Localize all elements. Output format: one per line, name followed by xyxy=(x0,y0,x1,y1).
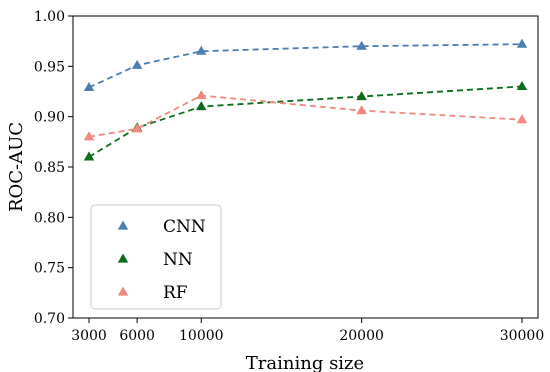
y-tick-label: 0.85 xyxy=(34,160,65,176)
x-axis-title: Training size xyxy=(246,353,364,372)
legend-label-cnn: CNN xyxy=(163,217,206,237)
y-tick-label: 0.95 xyxy=(34,59,65,75)
y-tick-label: 0.75 xyxy=(34,261,65,277)
series-cnn-marker xyxy=(356,40,367,50)
legend: CNN NN RF xyxy=(90,204,222,310)
legend-label-nn: NN xyxy=(163,250,193,270)
series-rf-marker xyxy=(356,105,367,115)
x-tick-label: 30000 xyxy=(500,328,545,344)
series-rf-line xyxy=(88,94,523,138)
x-tick-label: 6000 xyxy=(119,328,155,344)
y-axis-title: ROC-AUC xyxy=(6,122,27,212)
legend-marker-nn xyxy=(117,253,129,263)
y-tick-label: 0.80 xyxy=(34,210,65,226)
series-nn-marker xyxy=(356,91,367,101)
series-nn-marker xyxy=(83,151,95,161)
series-cnn-marker xyxy=(516,38,528,48)
series-cnn xyxy=(83,38,528,92)
series-rf-marker xyxy=(83,131,95,141)
y-tick-label: 0.70 xyxy=(34,311,65,327)
x-tick-label: 10000 xyxy=(179,328,224,344)
x-tick-label: 3000 xyxy=(71,328,107,344)
series-rf-marker xyxy=(196,90,207,100)
series-layer xyxy=(83,38,528,161)
x-tick-label: 20000 xyxy=(339,328,384,344)
series-nn-line xyxy=(88,85,523,158)
series-cnn-line xyxy=(88,43,522,89)
series-cnn-marker xyxy=(196,45,207,55)
legend-label-rf: RF xyxy=(163,283,188,303)
y-tick-label: 1.00 xyxy=(34,9,65,25)
series-nn-marker xyxy=(516,80,528,91)
series-rf-marker xyxy=(131,123,143,133)
legend-marker-cnn xyxy=(117,220,129,230)
series-cnn-marker xyxy=(131,59,143,69)
legend-frame xyxy=(90,204,222,310)
series-rf xyxy=(83,90,528,141)
y-tick-label: 0.90 xyxy=(34,110,65,126)
legend-marker-rf xyxy=(117,286,129,296)
series-nn xyxy=(83,80,528,161)
series-cnn-marker xyxy=(83,81,95,92)
series-nn-marker xyxy=(196,101,207,111)
axis-ticks: 3000 6000 10000 20000 30000 0.70 0.75 0.80 0.85 0… xyxy=(34,9,544,344)
series-rf-marker xyxy=(516,114,528,124)
